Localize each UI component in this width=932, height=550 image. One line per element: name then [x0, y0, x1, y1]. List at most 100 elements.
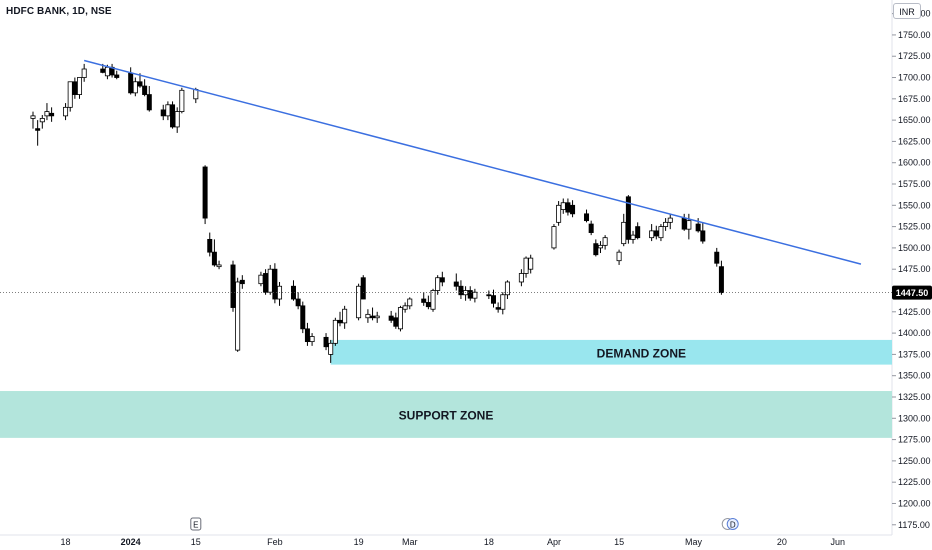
- candle-body: [216, 264, 222, 268]
- candle-body: [207, 238, 213, 253]
- candle-body: [570, 204, 576, 215]
- candle-body: [551, 226, 557, 249]
- x-tick-label: 20: [777, 537, 787, 547]
- candle-body: [67, 81, 73, 108]
- x-tick-label: 15: [614, 537, 624, 547]
- y-tick-label: 1275.00: [898, 435, 931, 445]
- y-tick-label: 1250.00: [898, 456, 931, 466]
- y-tick-label: 1600.00: [898, 158, 931, 168]
- y-tick-label: 1750.00: [898, 30, 931, 40]
- candle-body: [649, 230, 655, 239]
- candle-body: [518, 273, 524, 283]
- y-tick-label: 1700.00: [898, 73, 931, 83]
- candle-body: [304, 328, 310, 343]
- candle-body: [584, 213, 590, 222]
- y-axis-panel: [892, 0, 932, 550]
- candle-body: [128, 72, 134, 94]
- candle-body: [146, 94, 152, 111]
- candle-body: [625, 196, 631, 240]
- candle-body: [397, 307, 403, 330]
- candle-body: [588, 223, 594, 233]
- candle-body: [309, 336, 315, 343]
- candle-body: [458, 285, 464, 296]
- candle-body: [30, 115, 36, 119]
- candle-body: [523, 257, 529, 274]
- y-tick-label: 1200.00: [898, 498, 931, 508]
- candle-body: [77, 77, 83, 95]
- candle-body: [230, 264, 236, 308]
- candle-body: [179, 89, 185, 113]
- candle-body: [342, 308, 348, 324]
- candle-body: [81, 68, 87, 78]
- y-tick-label: 1400.00: [898, 328, 931, 338]
- candle-body: [486, 294, 492, 297]
- candle-body: [272, 268, 278, 300]
- candle-body: [239, 279, 245, 285]
- y-tick-label: 1225.00: [898, 477, 931, 487]
- candle-body: [328, 342, 334, 355]
- candle-body: [114, 74, 120, 78]
- demand-zone-label: DEMAND ZONE: [597, 346, 686, 360]
- x-tick-label: Apr: [547, 537, 561, 547]
- support-zone-rect: [0, 391, 892, 438]
- candle-body: [165, 104, 171, 117]
- y-tick-label: 1175.00: [898, 520, 930, 530]
- candle-body: [35, 128, 41, 131]
- candle-body: [435, 277, 441, 291]
- candle-body: [658, 226, 664, 239]
- x-tick-label: Jun: [830, 537, 845, 547]
- candle-body: [370, 315, 376, 319]
- candle-body: [565, 202, 571, 213]
- x-tick-label: 19: [354, 537, 364, 547]
- event-marker-label: D: [730, 521, 736, 530]
- candle-body: [263, 273, 269, 293]
- candle-body: [560, 202, 566, 210]
- candle-body: [602, 237, 608, 246]
- candle-body: [556, 204, 562, 223]
- candle-body: [63, 106, 69, 117]
- candle-body: [686, 220, 692, 230]
- candle-body: [653, 230, 659, 237]
- candle-body: [528, 257, 534, 270]
- candle-body: [295, 298, 301, 307]
- y-tick-label: 1525.00: [898, 222, 931, 232]
- event-marker-label: E: [193, 521, 198, 530]
- candle-body: [202, 166, 208, 219]
- zones: DEMAND ZONE SUPPORT ZONE: [0, 339, 893, 438]
- candle-body: [137, 81, 143, 87]
- candle-body: [430, 290, 436, 310]
- candle-body: [402, 305, 408, 310]
- candle-body: [500, 294, 506, 310]
- candle-body: [621, 221, 627, 245]
- candle-body: [630, 234, 636, 240]
- support-zone-label: SUPPORT ZONE: [399, 408, 494, 422]
- candle-body: [356, 285, 362, 319]
- y-tick-label: 1375.00: [898, 349, 931, 359]
- candle-body: [174, 111, 180, 128]
- candle-body: [667, 217, 673, 223]
- candle-body: [407, 298, 413, 307]
- candle-body: [700, 230, 706, 242]
- candle-body: [235, 281, 241, 351]
- candle-body: [258, 274, 264, 285]
- candle-body: [504, 281, 510, 296]
- candle-body: [439, 277, 445, 283]
- candles: [30, 63, 724, 363]
- candle-body: [374, 315, 380, 319]
- candle-body: [39, 118, 45, 123]
- demand-zone-rect: [330, 339, 893, 365]
- x-tick-label: 2024: [121, 537, 141, 547]
- candle-body: [100, 68, 106, 73]
- y-tick-label: 1625.00: [898, 136, 931, 146]
- y-axis: 1175.00 1200.00 1225.00 1250.00 1275.00 1300.…: [891, 0, 932, 550]
- candle-body: [323, 336, 329, 348]
- currency-button[interactable]: INR: [893, 3, 921, 19]
- last-price-badge: [892, 285, 932, 300]
- candle-body: [718, 266, 724, 294]
- candle-body: [360, 277, 366, 300]
- candle-body: [593, 243, 599, 256]
- candle-body: [597, 244, 603, 249]
- x-tick-label: 15: [191, 537, 201, 547]
- candle-body: [332, 319, 338, 344]
